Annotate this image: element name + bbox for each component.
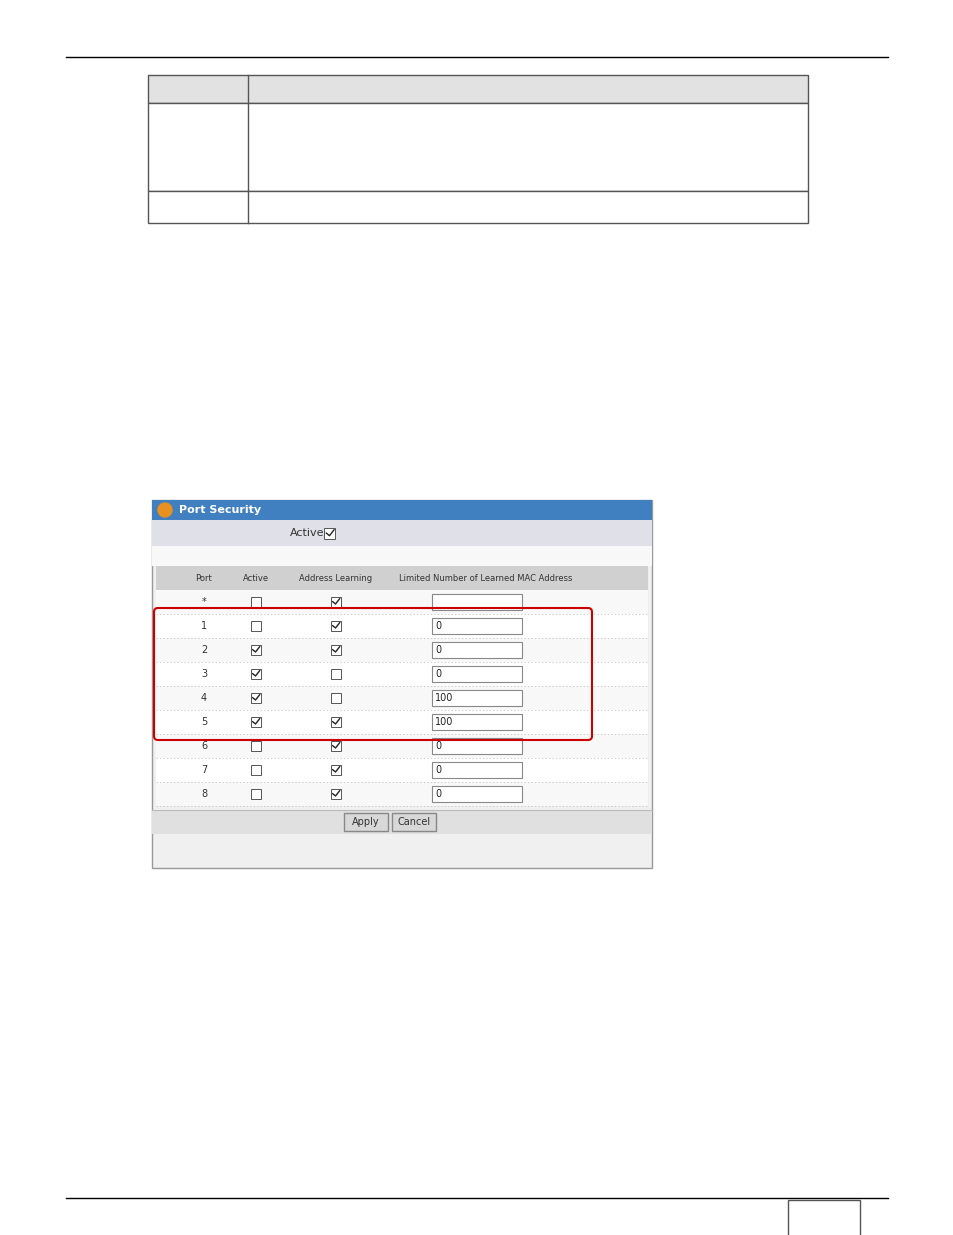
- Text: 0: 0: [435, 645, 440, 655]
- Text: Active: Active: [290, 529, 324, 538]
- Text: 0: 0: [435, 669, 440, 679]
- Bar: [156, 734, 647, 758]
- Bar: [432, 666, 521, 682]
- Bar: [148, 103, 807, 191]
- Circle shape: [158, 503, 172, 517]
- Text: 3: 3: [201, 669, 207, 679]
- Bar: [324, 529, 335, 538]
- Text: Active: Active: [243, 573, 269, 583]
- Bar: [148, 191, 807, 224]
- Bar: [156, 782, 647, 806]
- Bar: [251, 764, 261, 776]
- Bar: [251, 789, 261, 799]
- Text: 0: 0: [435, 621, 440, 631]
- Bar: [148, 75, 807, 103]
- Text: *: *: [201, 597, 206, 606]
- Bar: [432, 762, 521, 778]
- Text: 0: 0: [435, 741, 440, 751]
- Bar: [251, 741, 261, 751]
- Bar: [156, 566, 647, 590]
- Bar: [156, 662, 647, 685]
- Text: 1: 1: [201, 621, 207, 631]
- Text: 4: 4: [201, 693, 207, 703]
- Bar: [331, 718, 340, 727]
- Bar: [251, 621, 261, 631]
- Bar: [156, 638, 647, 662]
- Text: 6: 6: [201, 741, 207, 751]
- Text: 2: 2: [201, 645, 207, 655]
- Bar: [152, 500, 651, 868]
- Bar: [156, 710, 647, 734]
- Bar: [251, 645, 261, 655]
- Bar: [331, 621, 340, 631]
- Bar: [152, 810, 651, 834]
- Text: 0: 0: [435, 764, 440, 776]
- Text: 100: 100: [435, 718, 453, 727]
- Bar: [251, 597, 261, 606]
- Bar: [156, 758, 647, 782]
- Bar: [331, 597, 340, 606]
- Text: Apply: Apply: [352, 818, 379, 827]
- Bar: [251, 693, 261, 703]
- Bar: [392, 813, 436, 831]
- Bar: [331, 693, 340, 703]
- Bar: [331, 645, 340, 655]
- Bar: [432, 690, 521, 706]
- Text: Port Security: Port Security: [179, 505, 261, 515]
- Bar: [152, 546, 651, 566]
- Bar: [432, 785, 521, 802]
- Bar: [156, 685, 647, 710]
- Text: Address Learning: Address Learning: [299, 573, 373, 583]
- Bar: [156, 614, 647, 638]
- Bar: [331, 764, 340, 776]
- Bar: [432, 642, 521, 658]
- Text: 8: 8: [201, 789, 207, 799]
- Bar: [251, 669, 261, 679]
- Bar: [331, 789, 340, 799]
- Text: Limited Number of Learned MAC Address: Limited Number of Learned MAC Address: [399, 573, 572, 583]
- Bar: [251, 718, 261, 727]
- Bar: [432, 739, 521, 755]
- Text: 5: 5: [201, 718, 207, 727]
- Bar: [152, 520, 651, 546]
- Bar: [152, 500, 651, 520]
- Text: Cancel: Cancel: [397, 818, 430, 827]
- Text: 7: 7: [201, 764, 207, 776]
- Bar: [432, 714, 521, 730]
- Bar: [432, 594, 521, 610]
- Text: 100: 100: [435, 693, 453, 703]
- Bar: [432, 618, 521, 634]
- Bar: [156, 590, 647, 614]
- Text: 0: 0: [435, 789, 440, 799]
- Bar: [344, 813, 388, 831]
- Bar: [787, 1200, 859, 1235]
- Text: Port: Port: [195, 573, 213, 583]
- Bar: [331, 741, 340, 751]
- Bar: [331, 669, 340, 679]
